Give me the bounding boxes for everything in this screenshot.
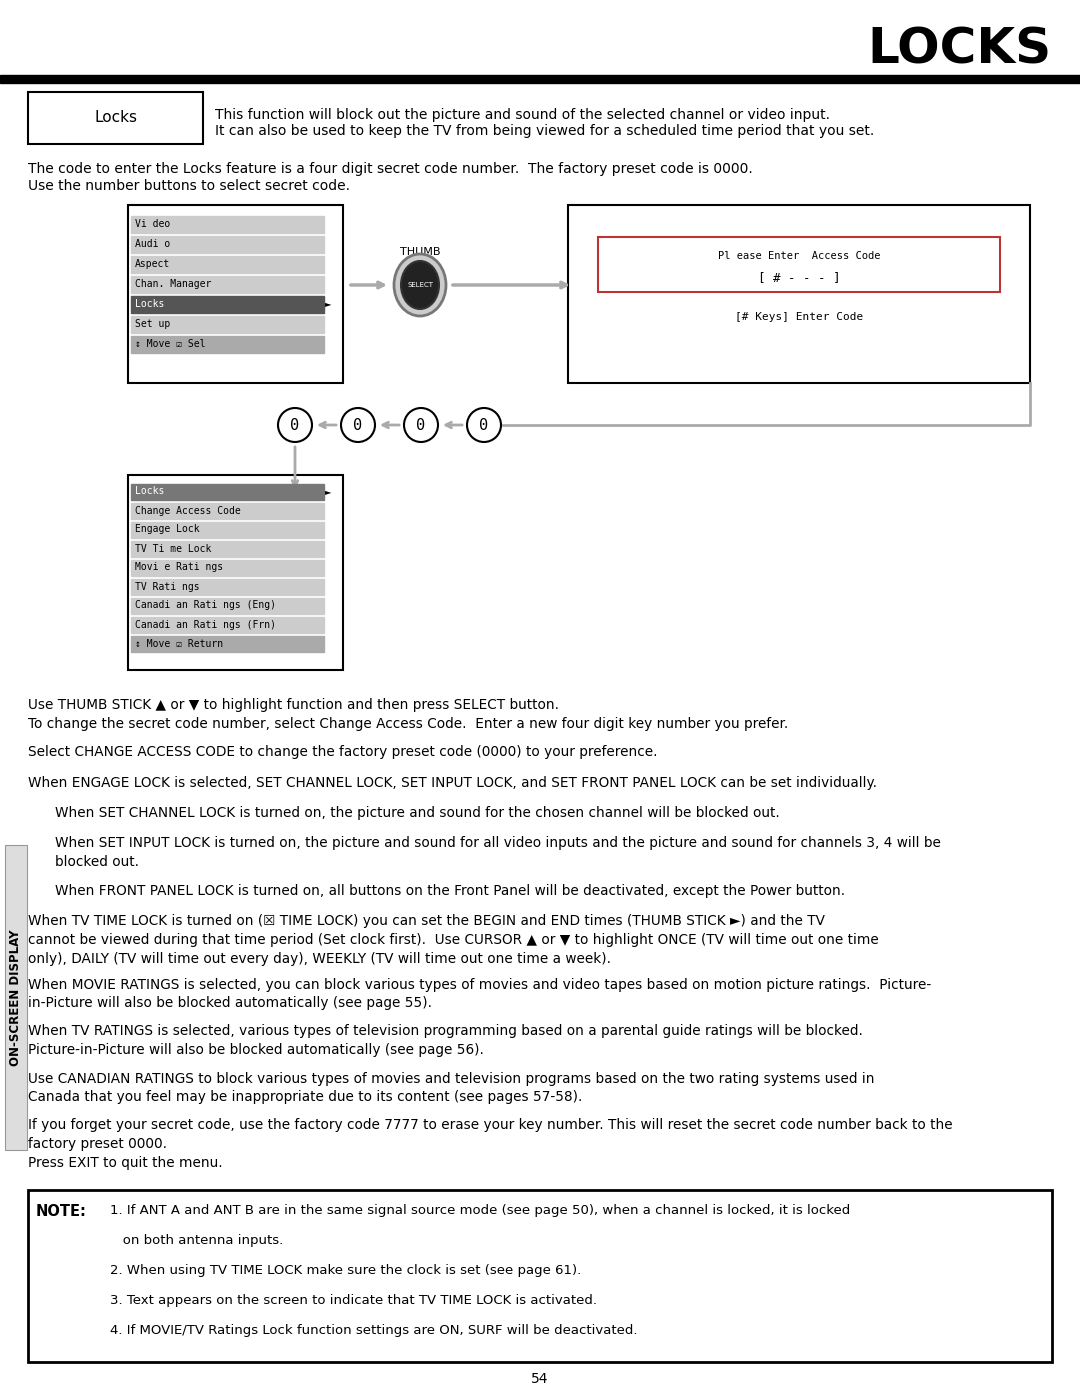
Text: When MOVIE RATINGS is selected, you can block various types of movies and video : When MOVIE RATINGS is selected, you can … bbox=[28, 978, 931, 1010]
Text: Aspect: Aspect bbox=[135, 258, 171, 270]
Text: Chan. Manager: Chan. Manager bbox=[135, 279, 212, 289]
Text: 1. If ANT A and ANT B are in the same signal source mode (see page 50), when a c: 1. If ANT A and ANT B are in the same si… bbox=[110, 1204, 850, 1217]
Text: Movi e Rati ngs: Movi e Rati ngs bbox=[135, 563, 224, 573]
Bar bbox=[598, 237, 1000, 292]
Text: LOCKS: LOCKS bbox=[868, 25, 1052, 73]
Bar bbox=[131, 503, 324, 520]
Text: Locks: Locks bbox=[135, 299, 164, 309]
Text: [ # - - - ]: [ # - - - ] bbox=[758, 271, 840, 284]
Text: If you forget your secret code, use the factory code 7777 to erase your key numb: If you forget your secret code, use the … bbox=[28, 1119, 953, 1171]
Bar bbox=[131, 256, 324, 272]
Text: STICK: STICK bbox=[404, 258, 436, 270]
Text: Engage Lock: Engage Lock bbox=[135, 524, 200, 535]
Text: 0: 0 bbox=[480, 418, 488, 433]
Text: ON-SCREEN DISPLAY: ON-SCREEN DISPLAY bbox=[10, 929, 23, 1066]
Bar bbox=[131, 578, 324, 595]
Bar bbox=[131, 598, 324, 615]
Circle shape bbox=[467, 408, 501, 441]
Text: Set up: Set up bbox=[135, 319, 171, 330]
Text: 3. Text appears on the screen to indicate that TV TIME LOCK is activated.: 3. Text appears on the screen to indicat… bbox=[110, 1294, 597, 1308]
Text: ↕ Move ☑ Sel: ↕ Move ☑ Sel bbox=[135, 339, 205, 349]
Text: 0: 0 bbox=[353, 418, 363, 433]
Bar bbox=[0, 75, 1080, 82]
Text: Vi deo: Vi deo bbox=[135, 219, 171, 229]
Text: 4. If MOVIE/TV Ratings Lock function settings are ON, SURF will be deactivated.: 4. If MOVIE/TV Ratings Lock function set… bbox=[110, 1324, 637, 1337]
Text: TV Rati ngs: TV Rati ngs bbox=[135, 581, 200, 591]
Text: NOTE:: NOTE: bbox=[36, 1204, 86, 1220]
Bar bbox=[28, 1190, 1052, 1362]
Circle shape bbox=[404, 408, 438, 441]
Circle shape bbox=[278, 408, 312, 441]
Text: TV Ti me Lock: TV Ti me Lock bbox=[135, 543, 212, 553]
Circle shape bbox=[341, 408, 375, 441]
Bar bbox=[131, 236, 324, 253]
Text: Audi o: Audi o bbox=[135, 239, 171, 249]
Text: Use THUMB STICK ▲ or ▼ to highlight function and then press SELECT button.
To ch: Use THUMB STICK ▲ or ▼ to highlight func… bbox=[28, 698, 788, 731]
Bar bbox=[129, 205, 343, 383]
Text: ►: ► bbox=[325, 488, 332, 496]
Bar bbox=[131, 217, 324, 233]
Bar bbox=[28, 92, 203, 144]
Bar bbox=[129, 475, 343, 671]
Bar bbox=[131, 296, 324, 313]
Bar bbox=[131, 277, 324, 293]
Text: When SET INPUT LOCK is turned on, the picture and sound for all video inputs and: When SET INPUT LOCK is turned on, the pi… bbox=[55, 837, 941, 869]
Text: Locks: Locks bbox=[135, 486, 164, 496]
Text: 2. When using TV TIME LOCK make sure the clock is set (see page 61).: 2. When using TV TIME LOCK make sure the… bbox=[110, 1264, 581, 1277]
Bar bbox=[131, 522, 324, 538]
Bar bbox=[131, 560, 324, 576]
Bar bbox=[568, 205, 1030, 383]
Text: The code to enter the Locks feature is a four digit secret code number.  The fac: The code to enter the Locks feature is a… bbox=[28, 162, 753, 176]
Text: [# Keys] Enter Code: [# Keys] Enter Code bbox=[734, 312, 863, 321]
Ellipse shape bbox=[401, 261, 438, 309]
Bar bbox=[131, 636, 324, 652]
Text: This function will block out the picture and sound of the selected channel or vi: This function will block out the picture… bbox=[215, 108, 831, 122]
Ellipse shape bbox=[394, 254, 446, 316]
Bar bbox=[131, 483, 324, 500]
Text: ►: ► bbox=[325, 299, 332, 309]
Text: When TV TIME LOCK is turned on (☒ TIME LOCK) you can set the BEGIN and END times: When TV TIME LOCK is turned on (☒ TIME L… bbox=[28, 914, 879, 965]
Text: Change Access Code: Change Access Code bbox=[135, 506, 241, 515]
Bar bbox=[131, 316, 324, 332]
Bar bbox=[5, 845, 27, 1150]
Text: Pl ease Enter  Access Code: Pl ease Enter Access Code bbox=[718, 251, 880, 261]
Text: Locks: Locks bbox=[94, 110, 137, 126]
Text: When SET CHANNEL LOCK is turned on, the picture and sound for the chosen channel: When SET CHANNEL LOCK is turned on, the … bbox=[55, 806, 780, 820]
Text: 0: 0 bbox=[417, 418, 426, 433]
Text: It can also be used to keep the TV from being viewed for a scheduled time period: It can also be used to keep the TV from … bbox=[215, 124, 874, 138]
Text: Select CHANGE ACCESS CODE to change the factory preset code (0000) to your prefe: Select CHANGE ACCESS CODE to change the … bbox=[28, 745, 658, 759]
Text: 0: 0 bbox=[291, 418, 299, 433]
Text: Canadi an Rati ngs (Eng): Canadi an Rati ngs (Eng) bbox=[135, 601, 276, 610]
Text: ↕ Move ☑ Return: ↕ Move ☑ Return bbox=[135, 638, 224, 648]
Bar bbox=[131, 541, 324, 557]
Bar bbox=[131, 337, 324, 353]
Text: Canadi an Rati ngs (Frn): Canadi an Rati ngs (Frn) bbox=[135, 619, 276, 630]
Text: When TV RATINGS is selected, various types of television programming based on a : When TV RATINGS is selected, various typ… bbox=[28, 1024, 863, 1058]
Text: When ENGAGE LOCK is selected, SET CHANNEL LOCK, SET INPUT LOCK, and SET FRONT PA: When ENGAGE LOCK is selected, SET CHANNE… bbox=[28, 775, 877, 789]
Text: When FRONT PANEL LOCK is turned on, all buttons on the Front Panel will be deact: When FRONT PANEL LOCK is turned on, all … bbox=[55, 883, 846, 897]
Bar bbox=[131, 617, 324, 633]
Text: on both antenna inputs.: on both antenna inputs. bbox=[110, 1234, 283, 1248]
Text: Use CANADIAN RATINGS to block various types of movies and television programs ba: Use CANADIAN RATINGS to block various ty… bbox=[28, 1071, 875, 1105]
Text: 54: 54 bbox=[531, 1372, 549, 1386]
Text: Use the number buttons to select secret code.: Use the number buttons to select secret … bbox=[28, 179, 350, 193]
Text: SELECT: SELECT bbox=[407, 282, 433, 288]
Text: THUMB: THUMB bbox=[400, 247, 441, 257]
